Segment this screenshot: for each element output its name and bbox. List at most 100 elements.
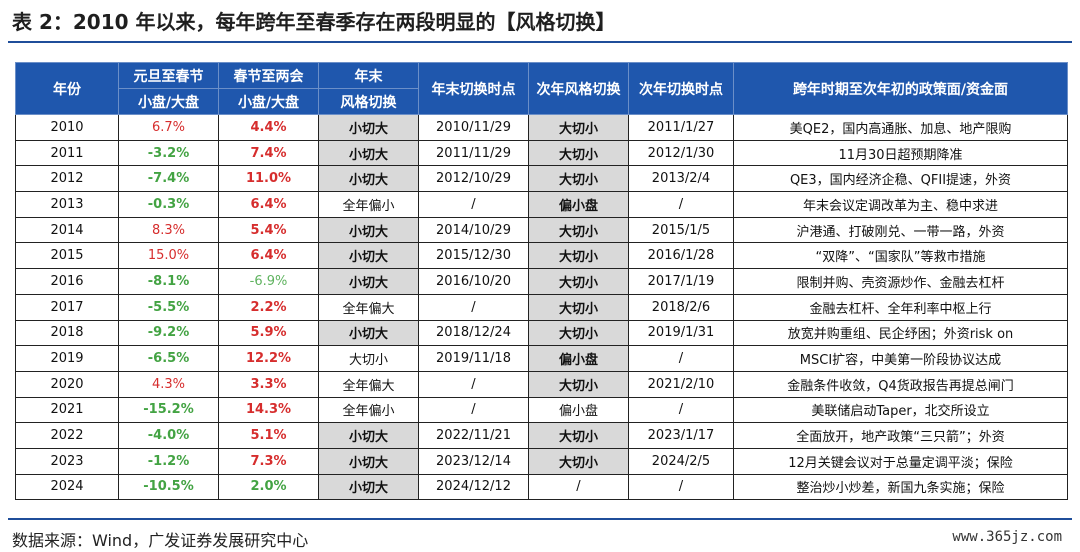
cell-ye-style: 小切大 — [318, 216, 419, 244]
cell-year: 2017 — [15, 293, 119, 321]
page-title: 表 2：2010 年以来，每年跨年至春季存在两段明显的【风格切换】 — [12, 10, 616, 34]
cell-ye-style: 全年偏小 — [318, 396, 419, 424]
cell-yd-to-sf: -10.5% — [118, 473, 219, 501]
header-ny-style: 次年风格切换 — [528, 62, 629, 115]
header-sf-to-lh-sub: 小盘/大盘 — [218, 88, 319, 115]
cell-ye-style: 小切大 — [318, 165, 419, 193]
cell-ny-switch-time: 2023/1/17 — [628, 422, 734, 449]
cell-policy: 金融去杠杆、全年利率中枢上行 — [733, 293, 1068, 321]
cell-policy: 美QE2，国内高通胀、加息、地产限购 — [733, 114, 1068, 141]
cell-ny-style: 大切小 — [528, 216, 629, 244]
data-source: 数据来源：Wind，广发证券发展研究中心 — [12, 531, 309, 550]
cell-policy: QE3，国内经济企稳、QFII提速，外资 — [733, 165, 1068, 193]
cell-ye-style: 小切大 — [318, 319, 419, 347]
cell-year: 2019 — [15, 345, 119, 372]
cell-ye-switch-time: 2024/12/12 — [418, 473, 529, 501]
table-row: 2014 8.3% 5.4% 小切大 2014/10/29 大切小 2015/1/5 沪港通、… — [15, 216, 1068, 244]
cell-ny-style: 偏小盘 — [528, 191, 629, 218]
cell-sf-to-lh: 4.4% — [218, 114, 319, 141]
cell-year: 2012 — [15, 165, 119, 193]
cell-year: 2016 — [15, 268, 119, 295]
cell-ye-switch-time: 2011/11/29 — [418, 139, 529, 167]
cell-ny-switch-time: / — [628, 396, 734, 424]
header-ye-style: 年末 — [318, 62, 419, 89]
cell-year: 2018 — [15, 319, 119, 347]
cell-sf-to-lh: 11.0% — [218, 165, 319, 193]
cell-ny-switch-time: 2015/1/5 — [628, 216, 734, 244]
header-ye-style-sub: 风格切换 — [318, 88, 419, 115]
cell-ny-style: 偏小盘 — [528, 345, 629, 372]
cell-ny-switch-time: 2011/1/27 — [628, 114, 734, 141]
cell-ye-switch-time: 2016/10/20 — [418, 268, 529, 295]
cell-year: 2024 — [15, 473, 119, 501]
cell-ny-switch-time: 2024/2/5 — [628, 447, 734, 475]
cell-ye-style: 小切大 — [318, 268, 419, 295]
cell-ye-style: 小切大 — [318, 139, 419, 167]
cell-ye-style: 小切大 — [318, 242, 419, 270]
table-row: 2018 -9.2% 5.9% 小切大 2018/12/24 大切小 2019/1/31 放宽… — [15, 319, 1068, 347]
cell-policy: 美联储启动Taper，北交所设立 — [733, 396, 1068, 424]
data-table: 年份 元旦至春节 春节至两会 年末 年末切换时点 次年风格切换 次年切换时点 跨… — [15, 62, 1068, 501]
cell-ye-switch-time: / — [418, 396, 529, 424]
cell-sf-to-lh: -6.9% — [218, 268, 319, 295]
table-row: 2013 -0.3% 6.4% 全年偏小 / 偏小盘 / 年末会议定调改革为主、稳中求进 — [15, 191, 1068, 218]
cell-ny-style: 大切小 — [528, 242, 629, 270]
cell-ny-style: / — [528, 473, 629, 501]
table-row: 2017 -5.5% 2.2% 全年偏大 / 大切小 2018/2/6 金融去杠杆、全年利率中… — [15, 293, 1068, 321]
cell-yd-to-sf: -6.5% — [118, 345, 219, 372]
cell-ny-switch-time: 2016/1/28 — [628, 242, 734, 270]
cell-ye-style: 小切大 — [318, 447, 419, 475]
cell-yd-to-sf: -0.3% — [118, 191, 219, 218]
cell-yd-to-sf: 8.3% — [118, 216, 219, 244]
cell-ny-style: 大切小 — [528, 139, 629, 167]
table-row: 2019 -6.5% 12.2% 大切小 2019/11/18 偏小盘 / MSCI扩容，中美… — [15, 345, 1068, 372]
cell-sf-to-lh: 7.4% — [218, 139, 319, 167]
cell-ny-switch-time: 2013/2/4 — [628, 165, 734, 193]
top-rule — [8, 41, 1072, 43]
cell-yd-to-sf: 6.7% — [118, 114, 219, 141]
cell-ye-switch-time: / — [418, 293, 529, 321]
header-yd-to-sf: 元旦至春节 — [118, 62, 219, 89]
cell-ny-switch-time: 2018/2/6 — [628, 293, 734, 321]
cell-ny-switch-time: 2017/1/19 — [628, 268, 734, 295]
cell-policy: 限制并购、壳资源炒作、金融去杠杆 — [733, 268, 1068, 295]
cell-yd-to-sf: -7.4% — [118, 165, 219, 193]
cell-ye-style: 全年偏小 — [318, 191, 419, 218]
cell-ye-switch-time: 2019/11/18 — [418, 345, 529, 372]
cell-ye-style: 小切大 — [318, 473, 419, 501]
cell-ny-style: 大切小 — [528, 165, 629, 193]
table-body: 2010 6.7% 4.4% 小切大 2010/11/29 大切小 2011/1/27 美QE… — [15, 114, 1068, 501]
table-row: 2016 -8.1% -6.9% 小切大 2016/10/20 大切小 2017/1/19 限… — [15, 268, 1068, 295]
cell-policy: 放宽并购重组、民企纾困；外资risk on — [733, 319, 1068, 347]
cell-yd-to-sf: -15.2% — [118, 396, 219, 424]
table-row: 2020 4.3% 3.3% 全年偏大 / 大切小 2021/2/10 金融条件收敛，Q4货政… — [15, 370, 1068, 398]
cell-ny-switch-time: 2012/1/30 — [628, 139, 734, 167]
cell-yd-to-sf: -1.2% — [118, 447, 219, 475]
cell-year: 2022 — [15, 422, 119, 449]
cell-policy: “双降”、“国家队”等救市措施 — [733, 242, 1068, 270]
cell-ye-switch-time: 2014/10/29 — [418, 216, 529, 244]
cell-year: 2023 — [15, 447, 119, 475]
cell-policy: 12月关键会议对于总量定调平淡；保险 — [733, 447, 1068, 475]
cell-policy: 11月30日超预期降准 — [733, 139, 1068, 167]
cell-year: 2011 — [15, 139, 119, 167]
cell-sf-to-lh: 5.1% — [218, 422, 319, 449]
cell-year: 2020 — [15, 370, 119, 398]
cell-ny-style: 大切小 — [528, 447, 629, 475]
cell-ny-style: 大切小 — [528, 293, 629, 321]
cell-ny-switch-time: / — [628, 345, 734, 372]
cell-policy: 金融条件收敛，Q4货政报告再提总闸门 — [733, 370, 1068, 398]
cell-yd-to-sf: -9.2% — [118, 319, 219, 347]
cell-policy: MSCI扩容，中美第一阶段协议达成 — [733, 345, 1068, 372]
cell-yd-to-sf: 15.0% — [118, 242, 219, 270]
table-row: 2012 -7.4% 11.0% 小切大 2012/10/29 大切小 2013/2/4 QE… — [15, 165, 1068, 193]
cell-policy: 全面放开，地产政策“三只箭”；外资 — [733, 422, 1068, 449]
cell-ye-switch-time: 2015/12/30 — [418, 242, 529, 270]
cell-yd-to-sf: 4.3% — [118, 370, 219, 398]
cell-yd-to-sf: -4.0% — [118, 422, 219, 449]
cell-ny-switch-time: 2021/2/10 — [628, 370, 734, 398]
cell-policy: 整治炒小炒差，新国九条实施；保险 — [733, 473, 1068, 501]
cell-policy: 沪港通、打破刚兑、一带一路，外资 — [733, 216, 1068, 244]
cell-ye-switch-time: 2023/12/14 — [418, 447, 529, 475]
table-row: 2023 -1.2% 7.3% 小切大 2023/12/14 大切小 2024/2/5 12月… — [15, 447, 1068, 475]
